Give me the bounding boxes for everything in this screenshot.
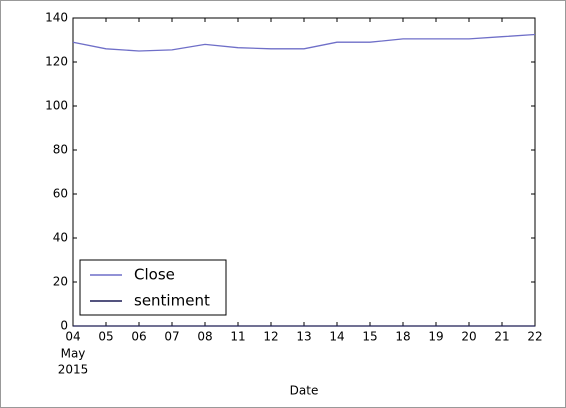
x-tick-label: 06 — [131, 330, 146, 344]
x-tick-label: 07 — [164, 330, 179, 344]
series-line — [72, 33, 536, 52]
x-tick-label: 22 — [527, 330, 542, 344]
y-tick-label: 40 — [53, 231, 68, 245]
x-tick-label: 13 — [296, 330, 311, 344]
y-tick-label: 140 — [45, 11, 68, 25]
x-axis-label: Date — [290, 384, 319, 398]
y-tick-label: 80 — [53, 143, 68, 157]
x-tick-label: 05 — [98, 330, 113, 344]
x-tick-label: 21 — [494, 330, 509, 344]
x-tick-label: 11 — [230, 330, 245, 344]
x-month-label: May — [61, 347, 86, 361]
y-tick-label: 20 — [53, 275, 68, 289]
x-tick-label: 18 — [395, 330, 410, 344]
x-tick-label: 12 — [263, 330, 278, 344]
x-tick-label: 15 — [362, 330, 377, 344]
legend-label: sentiment — [134, 292, 210, 310]
legend-label: Close — [134, 266, 175, 284]
y-tick-label: 0 — [60, 319, 68, 333]
x-tick-label: 04 — [65, 330, 80, 344]
legend-box — [79, 259, 227, 316]
x-tick-label: 20 — [461, 330, 476, 344]
y-tick-label: 100 — [45, 99, 68, 113]
x-tick-label: 08 — [197, 330, 212, 344]
x-tick-label: 14 — [329, 330, 344, 344]
x-tick-label: 19 — [428, 330, 443, 344]
y-tick-label: 60 — [53, 187, 68, 201]
y-tick-label: 120 — [45, 55, 68, 69]
x-year-label: 2015 — [58, 363, 89, 377]
